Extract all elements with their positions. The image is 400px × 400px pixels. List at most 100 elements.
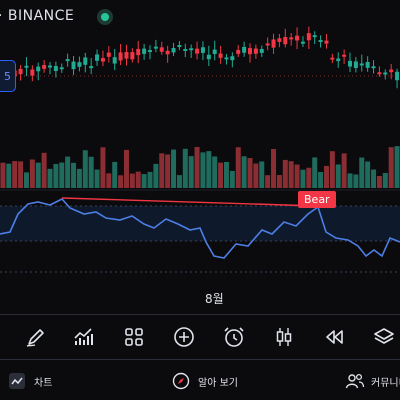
candle-body [130,52,135,60]
bear-divergence-label: Bear [298,191,336,208]
volume-bar [165,154,171,188]
candles-icon [276,328,292,346]
plus-circle-icon [174,327,194,347]
candle-body [106,52,111,57]
layers-button[interactable] [372,325,396,349]
exchange-label: · BINANCE [0,8,75,24]
volume-bar [306,167,312,188]
left-scale-badge[interactable]: 5 [0,60,16,92]
volume-bar [376,175,382,188]
volume-bar [94,169,100,188]
candle-body [83,57,88,65]
volume-bar [335,164,341,188]
draw-tool-button[interactable] [24,325,48,349]
candle-body [89,66,94,69]
volume-bar [171,149,177,188]
volume-bar [23,172,29,188]
volume-bar [118,175,124,188]
nav-explore[interactable]: 알아 보기 [172,372,238,390]
candle-body [71,61,76,70]
time-axis-month-label: 8월 [205,292,224,306]
nav-community[interactable]: 커뮤니티 [345,372,400,390]
candle-body [318,40,323,43]
candle-body [300,41,305,44]
candle-body [271,39,276,48]
nav-community-label: 커뮤니티 [371,377,400,389]
chart-type-button[interactable] [272,325,296,349]
candle-body [159,47,164,52]
nav-chart[interactable]: 차트 [8,372,52,390]
volume-bar [47,168,53,188]
candle-body [383,72,388,75]
volume-bar [271,148,277,188]
candle-body [200,47,205,53]
volume-bar [341,153,347,188]
bottom-navigation: 차트 알아 보기 커뮤니티 [0,360,400,400]
candle-body [195,48,200,54]
volume-bar [182,148,188,188]
candle-body [283,36,288,45]
volume-bar [388,147,394,188]
chart-area[interactable]: · BINANCE 5 Bear 8월 [0,0,400,312]
volume-bar [147,171,153,188]
candle-body [53,66,58,71]
candle-body [348,60,352,67]
candle-body [30,69,35,76]
chart-toolbar [0,314,400,360]
volume-bar [371,169,377,188]
volume-bar [253,163,259,188]
replay-button[interactable] [322,325,346,349]
candle-body [377,72,382,75]
volume-bar [71,162,77,188]
candle-body [36,66,41,72]
volume-bar [141,174,147,188]
layouts-button[interactable] [122,325,146,349]
volume-bar [218,162,224,188]
price-chart[interactable] [0,0,400,312]
candle-body [48,65,52,68]
candle-body [148,50,152,53]
volume-bar [29,159,35,188]
volume-bar [382,173,388,188]
volume-bar [106,173,112,188]
volume-bar [353,174,359,188]
indicators-button[interactable] [72,325,96,349]
volume-bar [123,149,129,188]
volume-bar [323,165,329,188]
volume-bar [347,173,353,188]
candle-body [142,48,147,54]
candle-body [242,46,247,53]
volume-bar [212,156,218,188]
volume-bar [59,162,65,188]
candle-body [206,54,211,60]
candle-body [212,49,217,54]
candle-body [65,59,70,62]
candle-body [389,69,394,73]
candle-body [371,66,376,69]
add-button[interactable] [172,325,196,349]
volume-bar [359,157,365,188]
volume-bar [112,161,118,188]
candle-body [124,52,129,59]
volume-bar [0,162,6,188]
candle-body [248,48,252,55]
volume-bar [394,146,400,188]
volume-bar [288,161,294,188]
volume-bar [41,152,47,188]
compass-icon [172,372,190,390]
alert-button[interactable] [222,325,246,349]
volume-bar [188,156,194,188]
volume-bar [282,159,288,188]
volume-bar [318,172,324,188]
candle-body [330,57,335,60]
rewind-icon [326,330,343,344]
rsi-line [0,198,400,259]
candle-body [336,58,341,62]
candle-body [77,62,82,67]
candle-body [95,54,100,61]
candle-body [100,58,105,62]
candle-body [112,57,117,64]
volume-bar [159,153,165,188]
candle-body [365,62,370,68]
volume-bar [88,156,94,188]
